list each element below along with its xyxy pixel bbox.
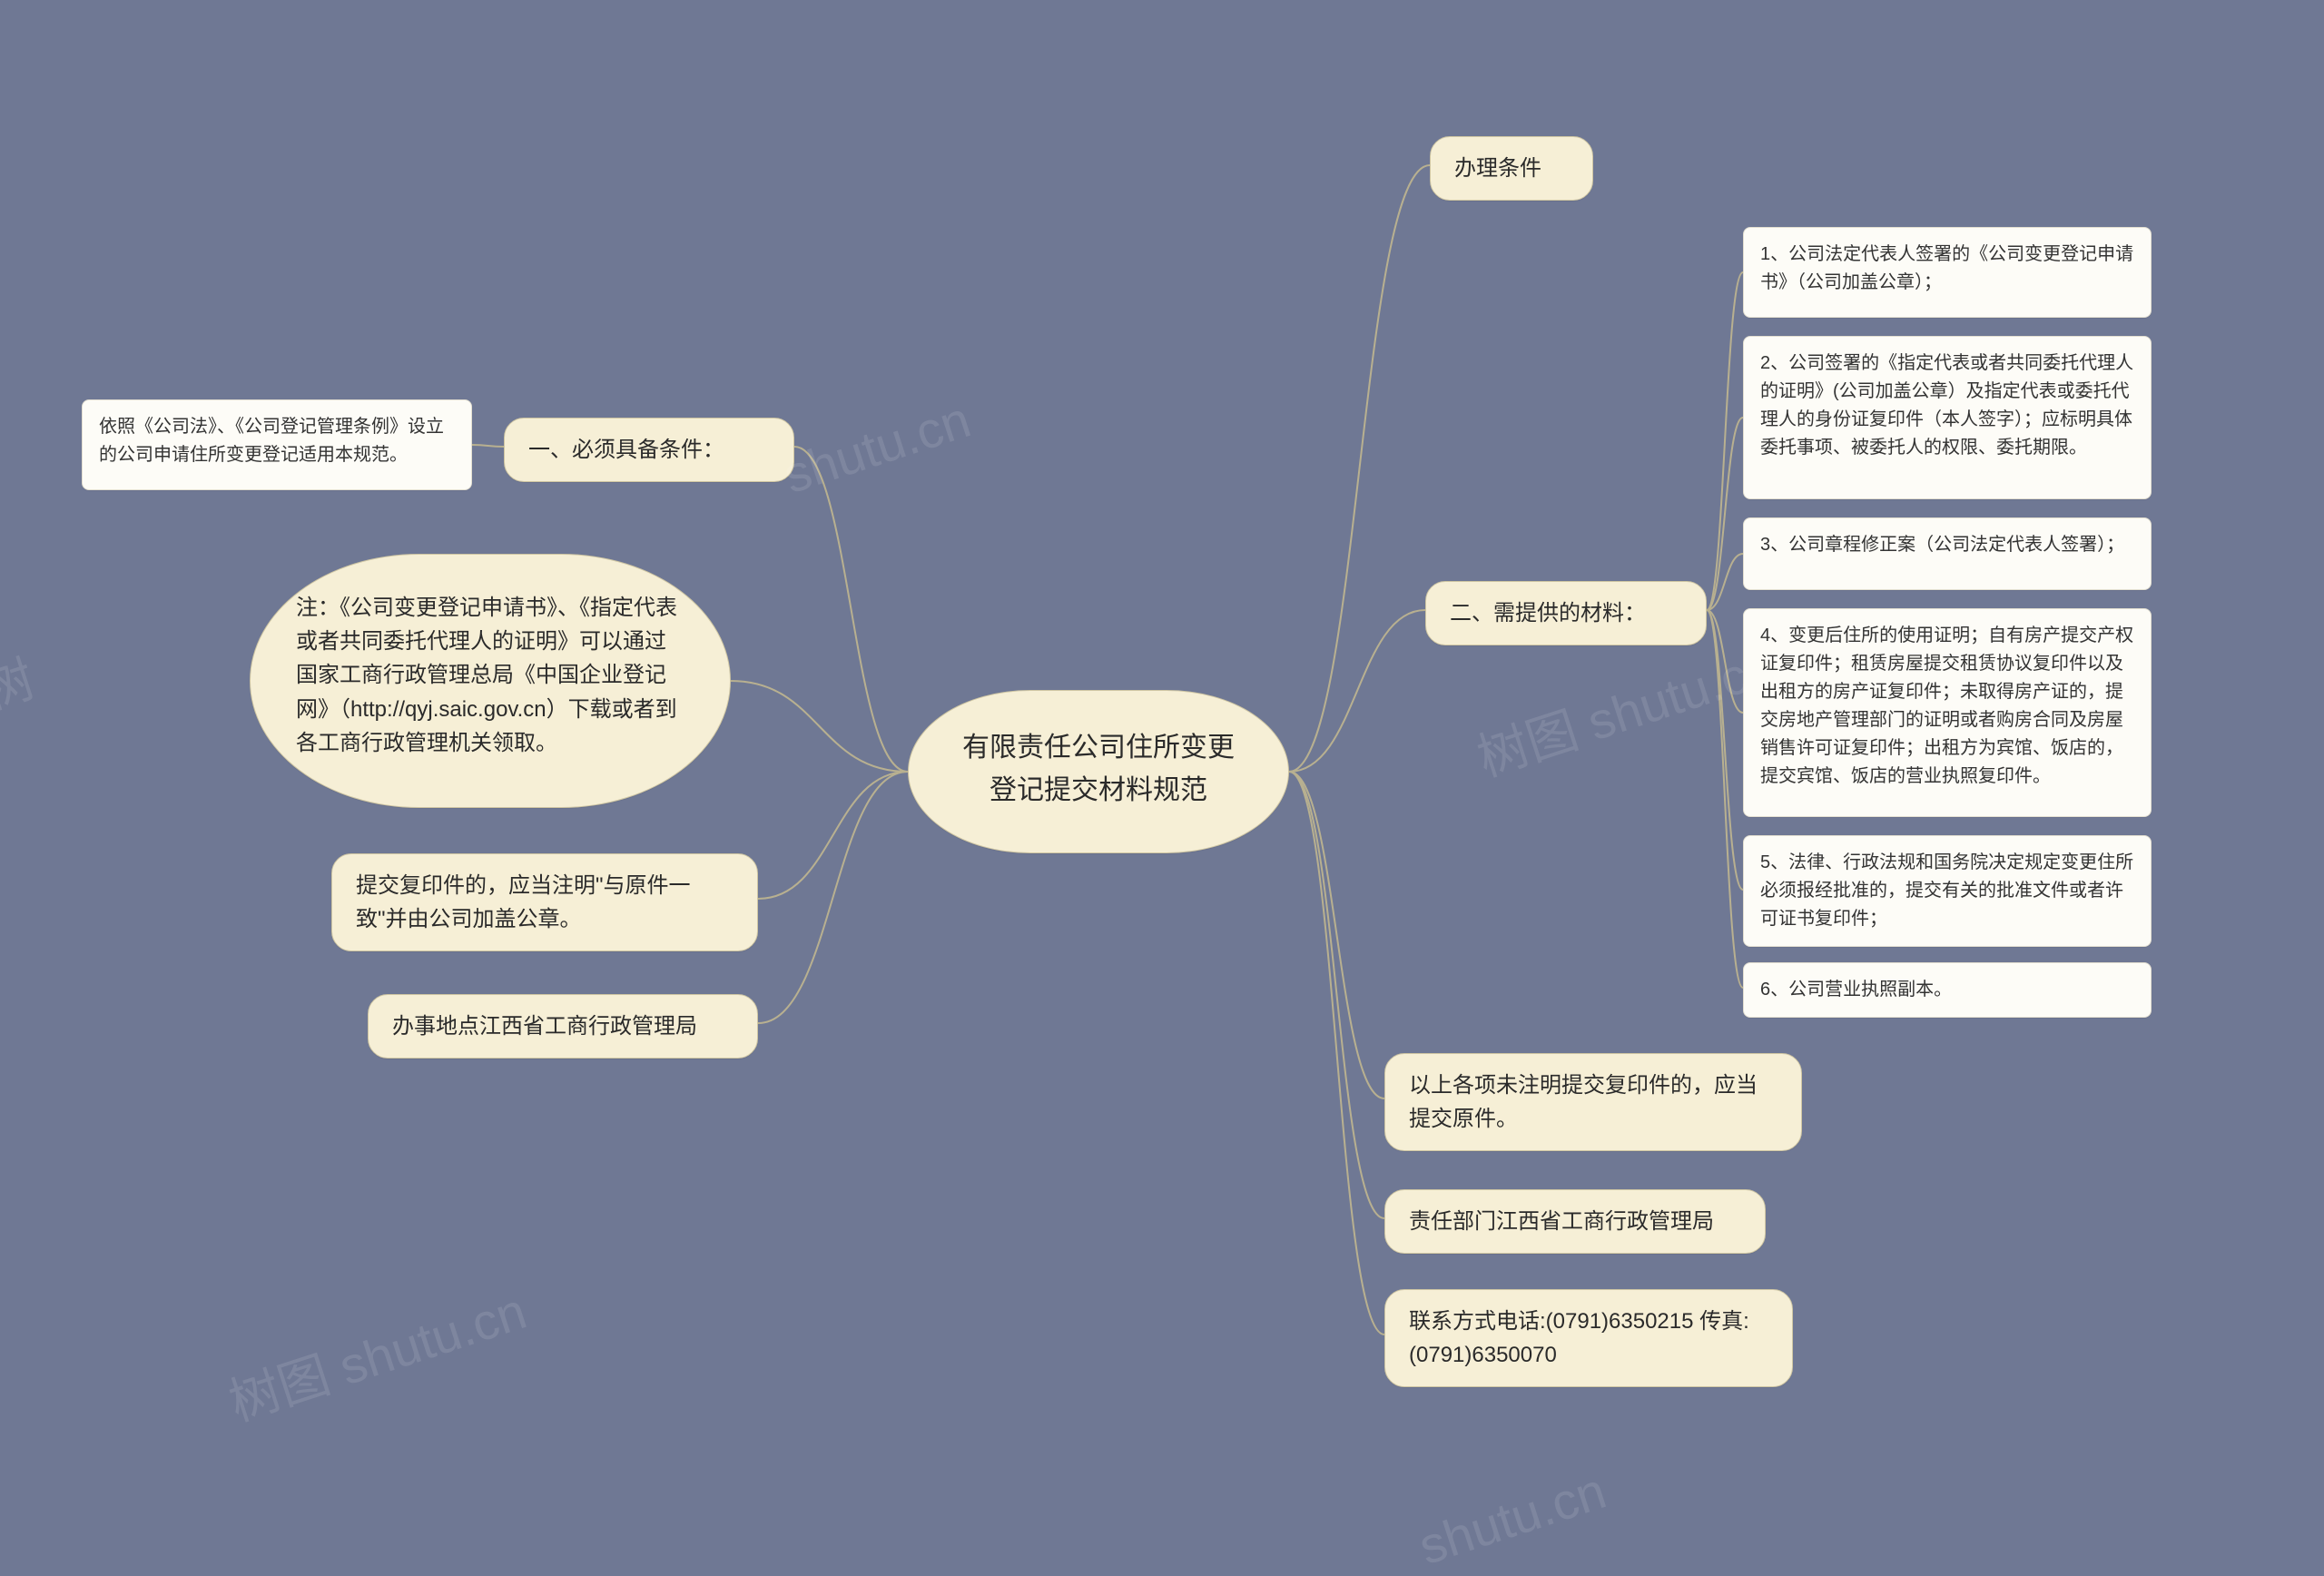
left-branch-note: 注：《公司变更登记申请书》、《指定代表或者共同委托代理人的证明》可以通过国家工商…: [250, 554, 731, 808]
right-branch-materials: 二、需提供的材料：: [1425, 581, 1707, 645]
right-branch-original-notice: 以上各项未注明提交复印件的，应当提交原件。: [1384, 1053, 1802, 1151]
mindmap-canvas: 有限责任公司住所变更登记提交材料规范 一、必须具备条件： 依照《公司法》、《公司…: [0, 0, 2324, 1511]
material-item-6: 6、公司营业执照副本。: [1743, 962, 2152, 1018]
material-item-1: 1、公司法定代表人签署的《公司变更登记申请书》（公司加盖公章）；: [1743, 227, 2152, 318]
material-item-5: 5、法律、行政法规和国务院决定规定变更住所必须报经批准的，提交有关的批准文件或者…: [1743, 835, 2152, 947]
material-item-4: 4、变更后住所的使用证明；自有房产提交产权证复印件；租赁房屋提交租赁协议复印件以…: [1743, 608, 2152, 817]
right-branch-requirements: 办理条件: [1430, 136, 1593, 201]
left-branch-location: 办事地点江西省工商行政管理局: [368, 994, 758, 1059]
left-sub-basis: 依照《公司法》、《公司登记管理条例》设立的公司申请住所变更登记适用本规范。: [82, 399, 472, 490]
material-item-2: 2、公司签署的《指定代表或者共同委托代理人的证明》(公司加盖公章）及指定代表或委…: [1743, 336, 2152, 499]
left-branch-copy-notice: 提交复印件的，应当注明"与原件一致"并由公司加盖公章。: [331, 853, 758, 951]
material-item-3: 3、公司章程修正案（公司法定代表人签署）；: [1743, 517, 2152, 590]
center-node: 有限责任公司住所变更登记提交材料规范: [908, 690, 1289, 853]
right-branch-contact: 联系方式电话:(0791)6350215 传真:(0791)6350070: [1384, 1289, 1793, 1387]
left-branch-conditions: 一、必须具备条件：: [504, 418, 794, 482]
right-branch-department: 责任部门江西省工商行政管理局: [1384, 1189, 1766, 1254]
